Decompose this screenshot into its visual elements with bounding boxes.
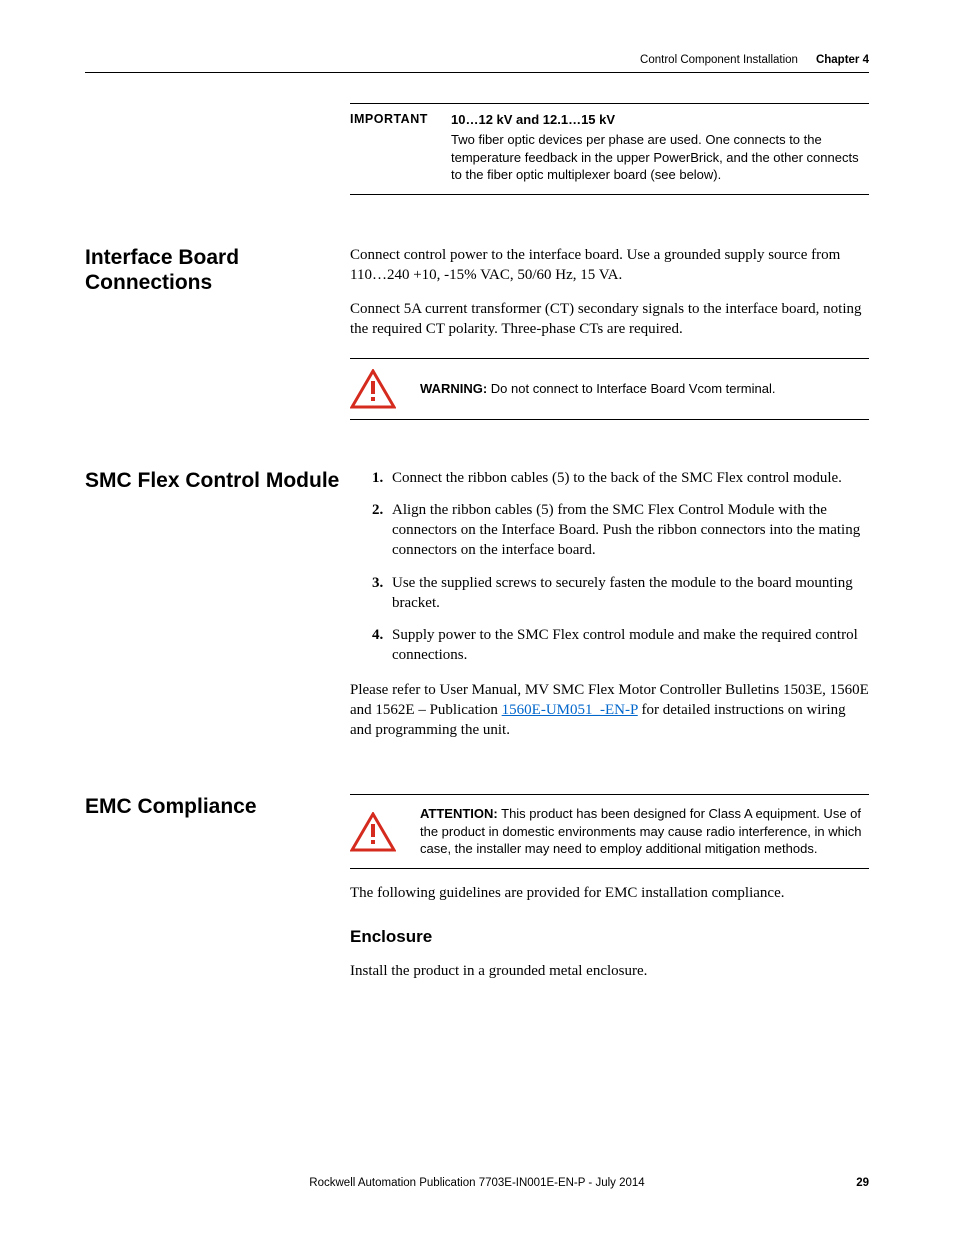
emc-p2: Install the product in a grounded metal … (350, 961, 869, 981)
subheading-enclosure: Enclosure (350, 927, 869, 947)
heading-emc: EMC Compliance (85, 794, 350, 995)
smc-steps: Connect the ribbon cables (5) to the bac… (350, 468, 869, 666)
footer-publication: Rockwell Automation Publication 7703E-IN… (125, 1177, 829, 1189)
important-callout: IMPORTANT 10…12 kV and 12.1…15 kV Two fi… (350, 103, 869, 195)
publication-link[interactable]: 1560E-UM051_-EN-P (502, 702, 638, 718)
important-text: Two fiber optic devices per phase are us… (451, 131, 869, 184)
warning-text: WARNING: Do not connect to Interface Boa… (420, 380, 775, 398)
attention-icon (350, 812, 396, 852)
smc-reference: Please refer to User Manual, MV SMC Flex… (350, 680, 869, 741)
attention-text: ATTENTION: This product has been designe… (420, 805, 869, 858)
smc-step-4: Supply power to the SMC Flex control mod… (372, 625, 869, 666)
footer-page-number: 29 (829, 1177, 869, 1189)
attention-callout: ATTENTION: This product has been designe… (350, 794, 869, 869)
important-title: 10…12 kV and 12.1…15 kV (451, 112, 869, 127)
smc-step-2: Align the ribbon cables (5) from the SMC… (372, 500, 869, 561)
important-label: IMPORTANT (350, 112, 445, 184)
warning-label: WARNING: (420, 381, 487, 396)
heading-interface: Interface Board Connections (85, 245, 350, 428)
header-section: Control Component Installation (640, 54, 798, 66)
interface-p1: Connect control power to the interface b… (350, 245, 869, 286)
header-rule (85, 72, 869, 73)
emc-p1: The following guidelines are provided fo… (350, 883, 869, 903)
warning-icon (350, 369, 396, 409)
smc-step-1: Connect the ribbon cables (5) to the bac… (372, 468, 869, 488)
page-footer: Rockwell Automation Publication 7703E-IN… (85, 1177, 869, 1189)
smc-step-3: Use the supplied screws to securely fast… (372, 573, 869, 614)
warning-callout: WARNING: Do not connect to Interface Boa… (350, 358, 869, 420)
heading-smc: SMC Flex Control Module (85, 468, 350, 755)
running-header: Control Component Installation Chapter 4 (85, 54, 869, 66)
warning-body: Do not connect to Interface Board Vcom t… (487, 381, 775, 396)
interface-p2: Connect 5A current transformer (CT) seco… (350, 299, 869, 340)
attention-label: ATTENTION: (420, 806, 498, 821)
header-chapter: Chapter 4 (816, 54, 869, 66)
